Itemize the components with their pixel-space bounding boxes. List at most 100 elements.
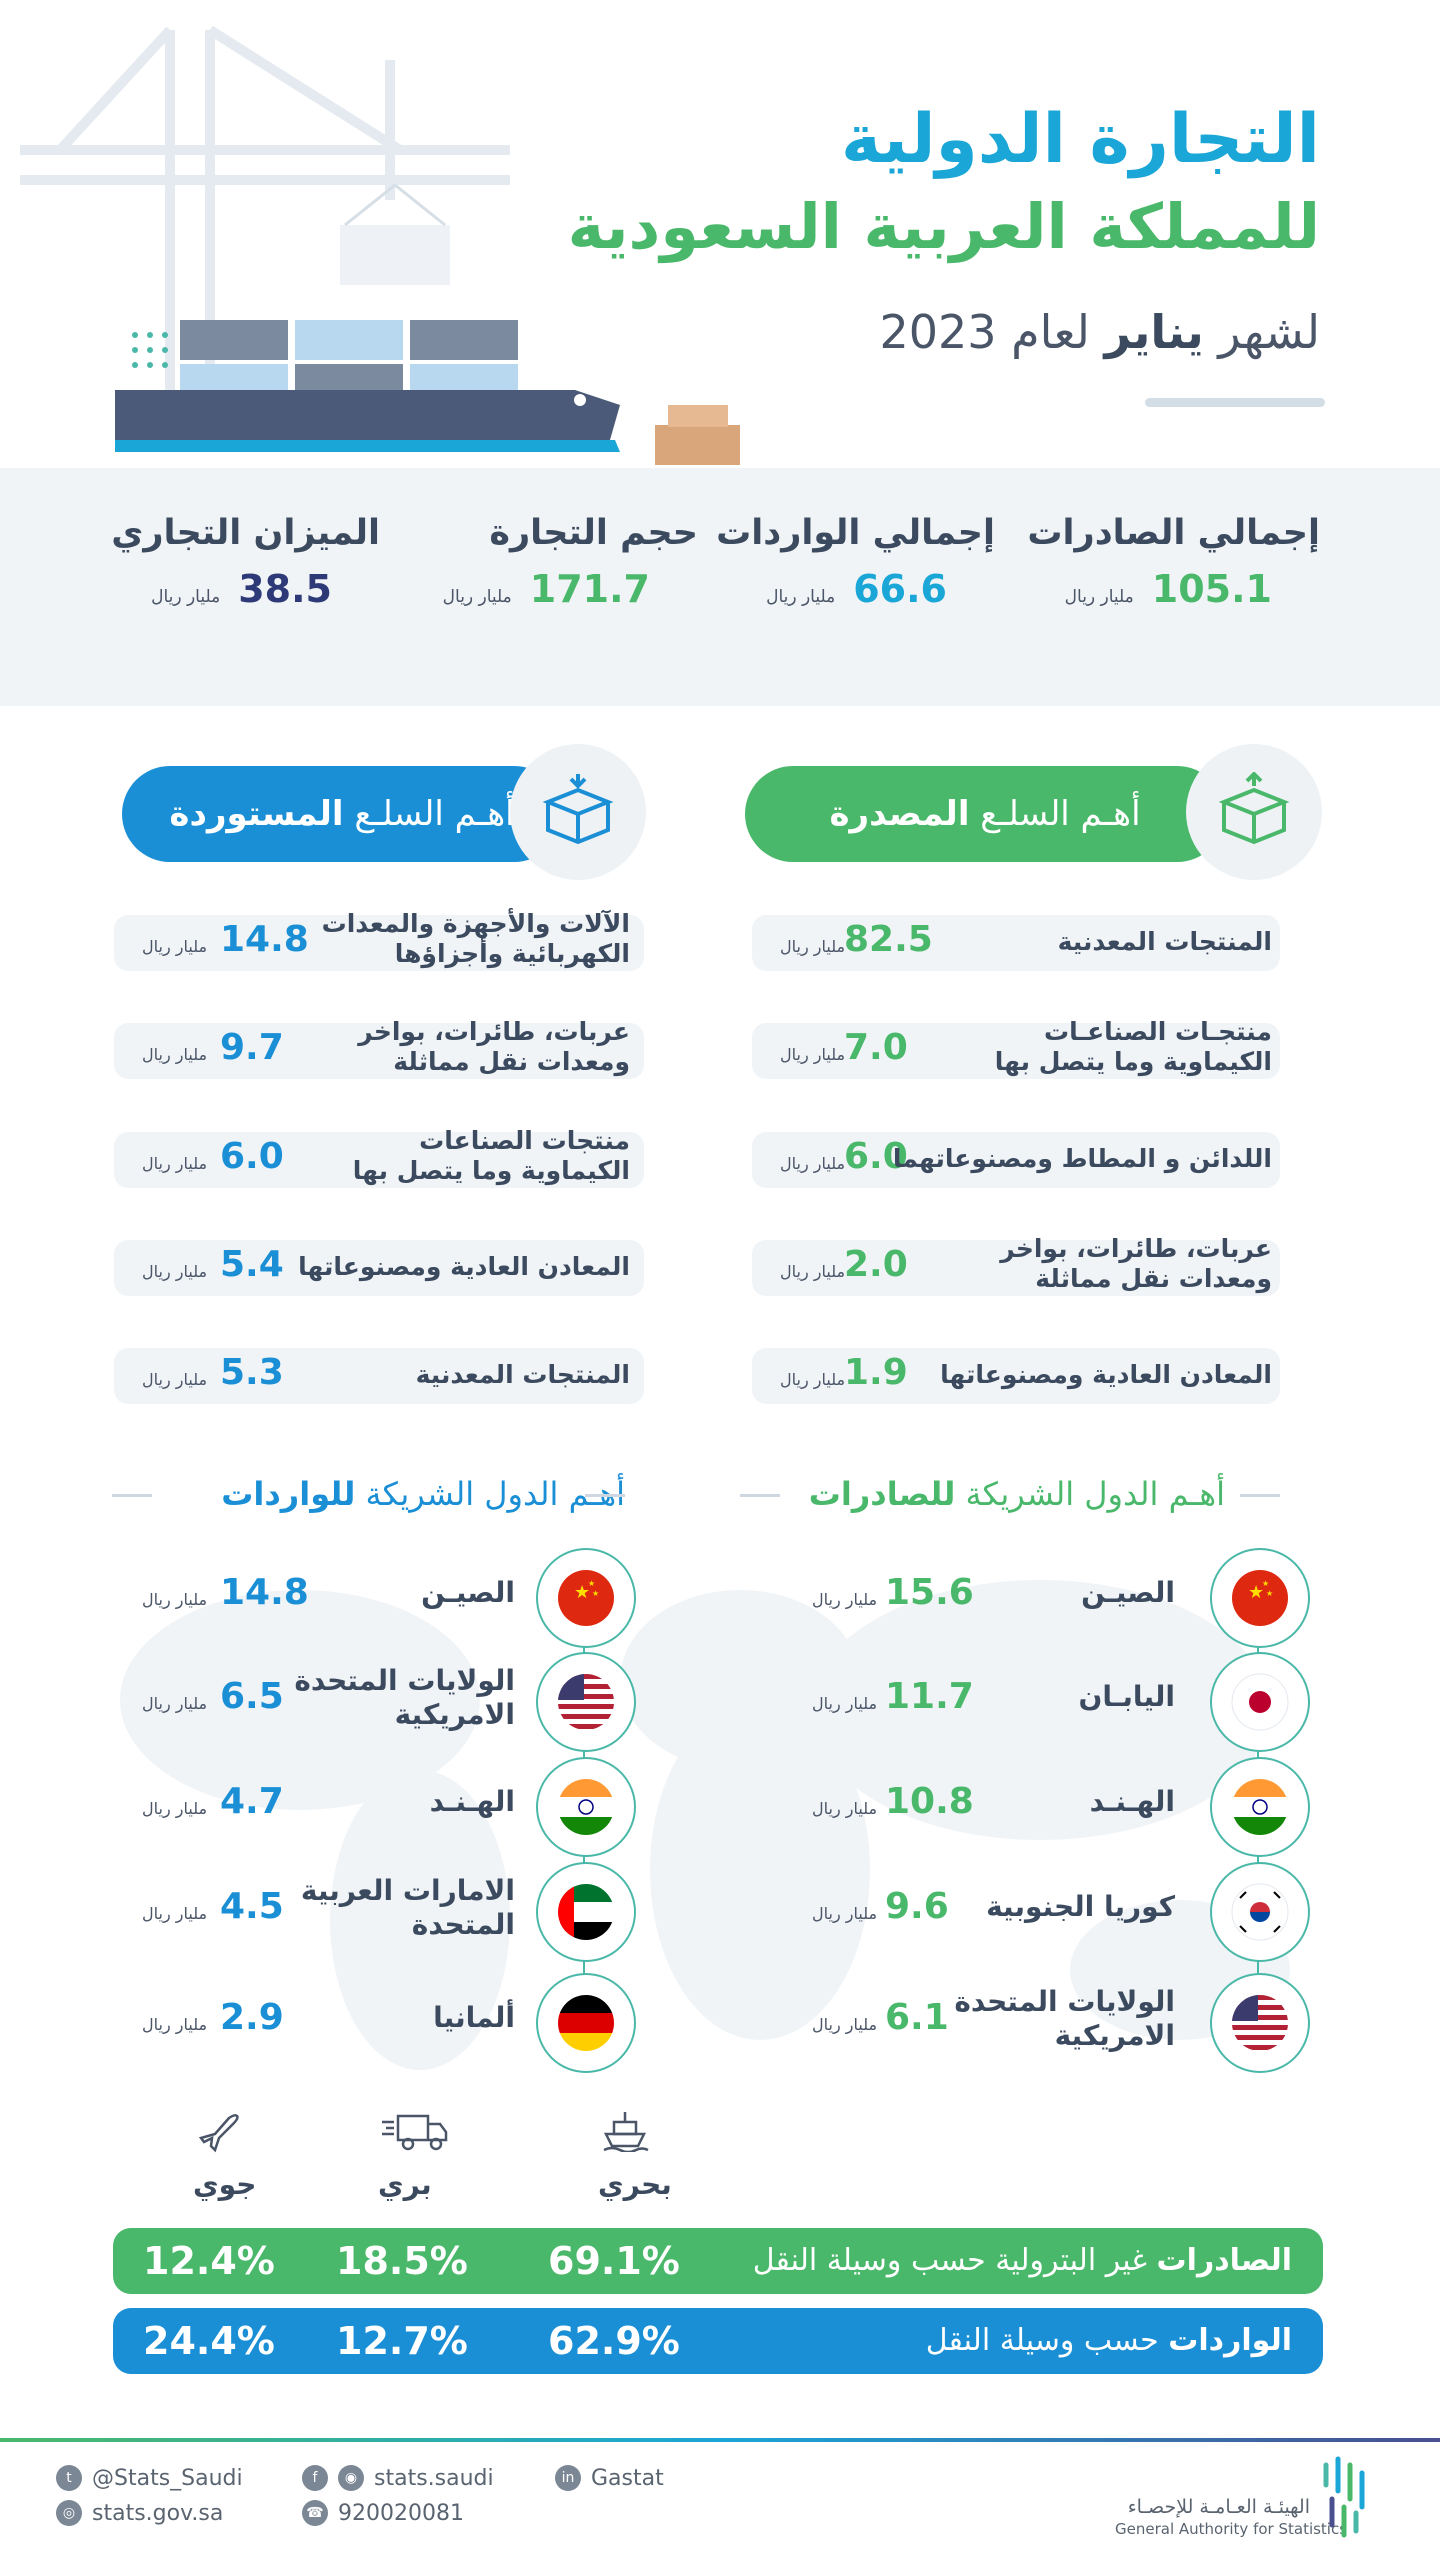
country-unit: مليار ريال <box>812 1904 878 1923</box>
country-value: 10.8 <box>885 1781 974 1822</box>
phone-icon: ☎ <box>302 2500 328 2526</box>
stat-label: إجمالي الصادرات <box>1027 513 1320 553</box>
goods-unit: مليار ريال <box>780 1045 846 1064</box>
linkedin-link[interactable]: in Gastat <box>555 2465 664 2491</box>
goods-name-line1: منتجـات الصناعـات <box>1044 1017 1272 1046</box>
svg-text:★: ★ <box>1248 1582 1264 1603</box>
facebook-icon: f <box>302 2465 328 2491</box>
goods-name-line2: الكيماوية وما يتصل بها <box>352 1156 630 1185</box>
country-value: 4.7 <box>220 1781 284 1822</box>
transport-sea-pct: 62.9% <box>548 2319 680 2363</box>
transport-land-pct: 12.7% <box>336 2319 468 2363</box>
country-name-line1: اليابـان <box>1078 1680 1175 1713</box>
goods-name-line1: المعادن العادية ومصنوعاتها <box>940 1360 1272 1389</box>
stat-value-row: مليار ريال 66.6 <box>695 567 995 611</box>
goods-name-line1: المنتجات المعدنية <box>1057 927 1272 956</box>
country-name-line1: الهـنـد <box>429 1785 515 1818</box>
twitter-icon: t <box>56 2465 82 2491</box>
transport-label-bold: الصادرات <box>1156 2243 1292 2278</box>
exports_goods-item <box>752 915 1280 971</box>
stat-value: 105.1 <box>1151 567 1272 611</box>
goods-name-line2: ومعدات نقل مماثلة <box>393 1047 630 1076</box>
imports_goods-item <box>114 1240 644 1296</box>
org-name-ar: الهيئـة العـامـة للإحصـاء <box>1127 2496 1310 2518</box>
import-box-icon <box>510 744 646 880</box>
stat-unit: مليار ريال <box>151 587 221 607</box>
goods-name: منتجات الصناعات الكيماوية وما يتصل بها <box>353 1126 630 1186</box>
social-link[interactable]: f ◉ stats.saudi <box>302 2465 494 2491</box>
subtitle-month: يناير <box>1104 305 1204 359</box>
goods-unit: مليار ريال <box>780 1262 846 1281</box>
south-korea-flag <box>1210 1862 1310 1962</box>
website-link[interactable]: ◎ stats.gov.sa <box>56 2500 223 2526</box>
country-name-line2: الامريكية <box>1054 2019 1175 2052</box>
svg-text:★: ★ <box>1262 1579 1269 1588</box>
country-name: كوريا الجنوبية <box>986 1890 1175 1924</box>
goods-value: 1.9 <box>844 1352 908 1393</box>
website-url: stats.gov.sa <box>92 2500 224 2526</box>
goods-unit: مليار ريال <box>142 1154 208 1173</box>
uae-flag <box>536 1862 636 1962</box>
imports-transport-bar <box>113 2308 1323 2374</box>
stat-value-row: مليار ريال 105.1 <box>1020 567 1320 611</box>
country-value: 6.5 <box>220 1676 284 1717</box>
usa-flag <box>536 1652 636 1752</box>
stat-value: 171.7 <box>529 567 650 611</box>
goods-name-line1: المنتجات المعدنية <box>415 1360 630 1389</box>
country-name-line1: ألمانيا <box>433 2001 515 2034</box>
imports-transport-label: الواردات حسب وسيلة النقل <box>926 2323 1292 2358</box>
country-unit: مليار ريال <box>142 1694 208 1713</box>
goods-unit: مليار ريال <box>142 937 208 956</box>
country-name: الهـنـد <box>430 1785 515 1819</box>
country-name-line1: الامارات العربية <box>300 1874 515 1907</box>
country-name-line1: الصيـن <box>1081 1576 1175 1609</box>
goods-name: المعادن العادية ومصنوعاتها <box>940 1360 1272 1390</box>
country-value: 15.6 <box>885 1572 974 1613</box>
goods-value: 5.3 <box>220 1352 284 1393</box>
transport-label-rest: حسب وسيلة النقل <box>925 2323 1159 2358</box>
svg-text:★: ★ <box>588 1579 595 1588</box>
goods-name: عربات، طائرات، بواخر ومعدات نقل مماثلة <box>358 1017 630 1077</box>
country-value: 2.9 <box>220 1997 284 2038</box>
goods-value: 14.8 <box>220 919 309 960</box>
goods-name-line2: ومعدات نقل مماثلة <box>1035 1264 1272 1293</box>
germany-flag <box>536 1973 636 2073</box>
country-name: اليابـان <box>1078 1680 1175 1714</box>
imports_goods-item <box>114 915 644 971</box>
phone-link[interactable]: ☎ 920020081 <box>302 2500 464 2526</box>
section-title-line <box>112 1494 152 1497</box>
goods-unit: مليار ريال <box>142 1262 208 1281</box>
transport-air-pct: 12.4% <box>143 2239 275 2283</box>
goods-value: 5.4 <box>220 1244 284 1285</box>
twitter-link[interactable]: t @Stats_Saudi <box>56 2465 243 2491</box>
goods-unit: مليار ريال <box>780 1154 846 1173</box>
country-name-line2: الامريكية <box>394 1698 515 1731</box>
country-unit: مليار ريال <box>142 1799 208 1818</box>
country-value: 4.5 <box>220 1886 284 1927</box>
section-title-line <box>1240 1494 1280 1497</box>
exports-goods-title: أهـم السلـع المصدرة <box>829 794 1141 834</box>
country-unit: مليار ريال <box>142 1590 208 1609</box>
country-name-line1: الولايات المتحدة <box>294 1664 515 1697</box>
truck-icon <box>380 2108 450 2156</box>
imports_goods-item <box>114 1023 644 1079</box>
subtitle-year: لعام 2023 <box>879 305 1090 359</box>
country-name-line1: الهـنـد <box>1089 1785 1175 1818</box>
goods-name-line1: المعادن العادية ومصنوعاتها <box>298 1252 630 1281</box>
goods-value: 7.0 <box>844 1027 908 1068</box>
transport-air-pct: 24.4% <box>143 2319 275 2363</box>
goods-name-line2: الكهربائية وأجزاؤها <box>394 939 630 968</box>
transport-label-bold: الواردات <box>1168 2323 1292 2358</box>
goods-name: اللدائن و المطاط ومصنوعاتهما <box>893 1144 1272 1174</box>
goods-name-line1: منتجات الصناعات <box>419 1126 630 1155</box>
country-name-line1: الولايات المتحدة <box>954 1985 1175 2018</box>
ship-icon <box>600 2108 650 2156</box>
goods-name-line1: عربات، طائرات، بواخر <box>1000 1234 1272 1263</box>
india-flag <box>1210 1757 1310 1857</box>
goods-name: المنتجات المعدنية <box>1058 927 1272 957</box>
country-value: 11.7 <box>885 1676 974 1717</box>
india-flag <box>536 1757 636 1857</box>
country-value: 6.1 <box>885 1997 949 2038</box>
country-value: 14.8 <box>220 1572 309 1613</box>
goods-name-line2: الكيماوية وما يتصل بها <box>994 1047 1272 1076</box>
